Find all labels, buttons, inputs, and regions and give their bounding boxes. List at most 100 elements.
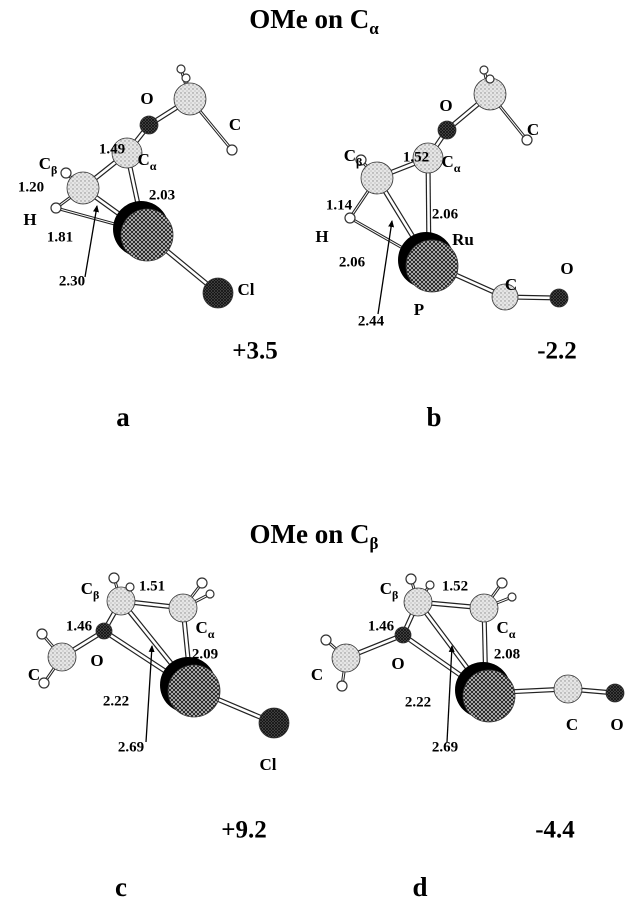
atom-label: Cα — [497, 618, 516, 641]
atom-label-main: C — [442, 152, 454, 171]
hydrogen-atom — [227, 145, 237, 155]
atom — [554, 675, 582, 703]
atom-label: O — [90, 651, 103, 670]
hydrogen-atom — [206, 590, 214, 598]
atom-label-main: O — [439, 96, 452, 115]
section-title-sub: β — [370, 534, 379, 553]
atom-label-main: O — [391, 654, 404, 673]
hydrogen-atom — [61, 168, 71, 178]
atom-label: Cβ — [344, 146, 363, 169]
atom-label-sub: β — [51, 163, 57, 177]
bond-length: 2.08 — [494, 646, 520, 662]
atom-label: Cα — [138, 150, 157, 173]
atom — [470, 594, 498, 622]
atom-label-main: C — [28, 665, 40, 684]
atom-label: O — [391, 654, 404, 673]
figure: OMe on CαCβOCCαHCl1.491.202.031.812.30+3… — [0, 0, 628, 905]
atom — [169, 594, 197, 622]
atom-label-main: C — [344, 146, 356, 165]
atom — [203, 278, 233, 308]
atom-label: Cβ — [39, 154, 58, 177]
atom — [174, 83, 206, 115]
bond-length: 1.49 — [99, 141, 125, 157]
atom-label-sub: α — [509, 627, 516, 641]
atom-label: C — [229, 115, 241, 134]
hydrogen-atom — [197, 578, 207, 588]
panel-letter: d — [412, 872, 427, 902]
atom-label-main: Ru — [452, 230, 474, 249]
bond-length: 2.06 — [432, 206, 459, 222]
atom-label: H — [23, 210, 36, 229]
hydrogen-atom — [406, 574, 416, 584]
atom-label-main: C — [81, 579, 93, 598]
page: {"sections": [ {"title": "OMe on C", "ti… — [0, 0, 628, 905]
atom-label: O — [140, 89, 153, 108]
atom-label-main: O — [140, 89, 153, 108]
atom-label-main: C — [196, 618, 208, 637]
atom — [550, 289, 568, 307]
bond-length: 2.30 — [59, 273, 85, 289]
atom-label-main: Cl — [238, 280, 255, 299]
atom — [606, 684, 624, 702]
atom-label-main: C — [505, 275, 517, 294]
bond-length: 1.51 — [139, 578, 165, 594]
hydrogen-atom — [37, 629, 47, 639]
bond-length: 2.22 — [103, 693, 129, 709]
bond-length: 2.69 — [118, 739, 144, 755]
hydrogen-atom — [480, 66, 488, 74]
atom-label-main: C — [138, 150, 150, 169]
bond-length: 1.14 — [326, 197, 353, 213]
atom — [48, 643, 76, 671]
atom — [404, 588, 432, 616]
atom-label-main: P — [414, 300, 424, 319]
bond-length: 1.20 — [18, 179, 44, 195]
atom-label: P — [414, 300, 424, 319]
atom-label: C — [28, 665, 40, 684]
hydrogen-atom — [497, 578, 507, 588]
atom-label-sub: β — [392, 588, 398, 602]
hydrogen-atom — [39, 678, 49, 688]
bond-length: 2.22 — [405, 694, 431, 710]
atom-label-sub: α — [208, 627, 215, 641]
atom-label-main: C — [380, 579, 392, 598]
section-title: OMe on Cβ — [250, 519, 379, 553]
atom-label-main: H — [315, 227, 328, 246]
energy: -2.2 — [537, 338, 577, 365]
panel-letter: a — [116, 402, 130, 432]
atom — [140, 116, 158, 134]
atom-label: Cl — [238, 280, 255, 299]
hydrogen-atom — [486, 75, 494, 83]
bond-length: 1.52 — [403, 149, 429, 165]
bond-length: 2.69 — [432, 739, 458, 755]
bond-length: 1.81 — [47, 229, 73, 245]
distance-arrow — [447, 646, 452, 742]
atom-label: O — [560, 259, 573, 278]
atom-label: Cα — [442, 152, 461, 175]
atom-label-sub: α — [454, 161, 461, 175]
hydrogen-atom — [182, 74, 190, 82]
metal-atom — [406, 240, 458, 292]
section-title-sub: α — [369, 19, 379, 38]
atom-label: C — [566, 715, 578, 734]
atom — [395, 627, 411, 643]
atom-label-main: Cl — [260, 755, 277, 774]
metal-atom — [168, 665, 220, 717]
atom — [361, 162, 393, 194]
hydrogen-atom — [51, 203, 61, 213]
hydrogen-atom — [321, 635, 331, 645]
atom-label-main: O — [90, 651, 103, 670]
hydrogen-atom — [126, 583, 134, 591]
panel-letter: b — [426, 402, 441, 432]
bond-length: 2.06 — [339, 254, 366, 270]
atom-label-main: C — [566, 715, 578, 734]
bond-length: 2.03 — [149, 187, 175, 203]
atom-label-main: C — [39, 154, 51, 173]
atom-label: C — [505, 275, 517, 294]
bond-length: 1.52 — [442, 578, 468, 594]
atom — [259, 708, 289, 738]
hydrogen-atom — [345, 213, 355, 223]
metal-atom — [121, 209, 173, 261]
atom-label-main: C — [497, 618, 509, 637]
atom-label-sub: β — [93, 588, 99, 602]
energy: -4.4 — [535, 817, 575, 844]
